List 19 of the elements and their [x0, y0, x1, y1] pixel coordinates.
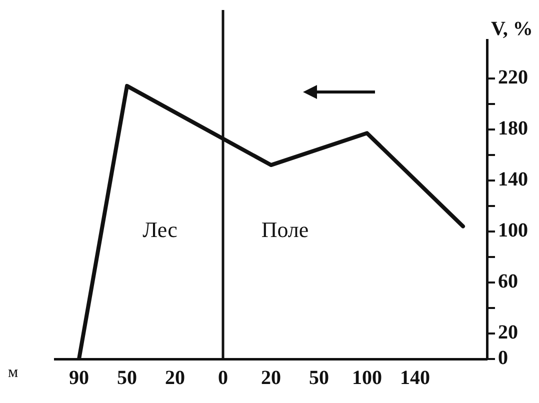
y-tick-label: 20: [498, 322, 518, 344]
y-tick-label: 100: [498, 220, 528, 242]
x-axis-title: м: [8, 364, 18, 382]
x-tick-label: 100: [352, 367, 382, 390]
x-tick-label: 0: [218, 367, 228, 390]
annotation: Поле: [261, 217, 309, 242]
y-tick-label: 220: [498, 66, 528, 88]
y-tick-label: 140: [498, 168, 528, 191]
y-axis-title: V, %: [491, 18, 533, 40]
x-tick-label: 90: [69, 367, 89, 390]
y-tick-label: 60: [498, 270, 518, 293]
y-tick-label: 0: [498, 347, 508, 370]
x-tick-label: 20: [261, 367, 281, 390]
annotation: Лес: [142, 217, 178, 242]
x-tick-label: 50: [117, 367, 137, 390]
x-tick-label: 140: [400, 367, 430, 390]
y-tick-label: 180: [498, 117, 528, 140]
x-tick-label: 50: [309, 367, 329, 390]
x-tick-label: 20: [165, 367, 185, 390]
